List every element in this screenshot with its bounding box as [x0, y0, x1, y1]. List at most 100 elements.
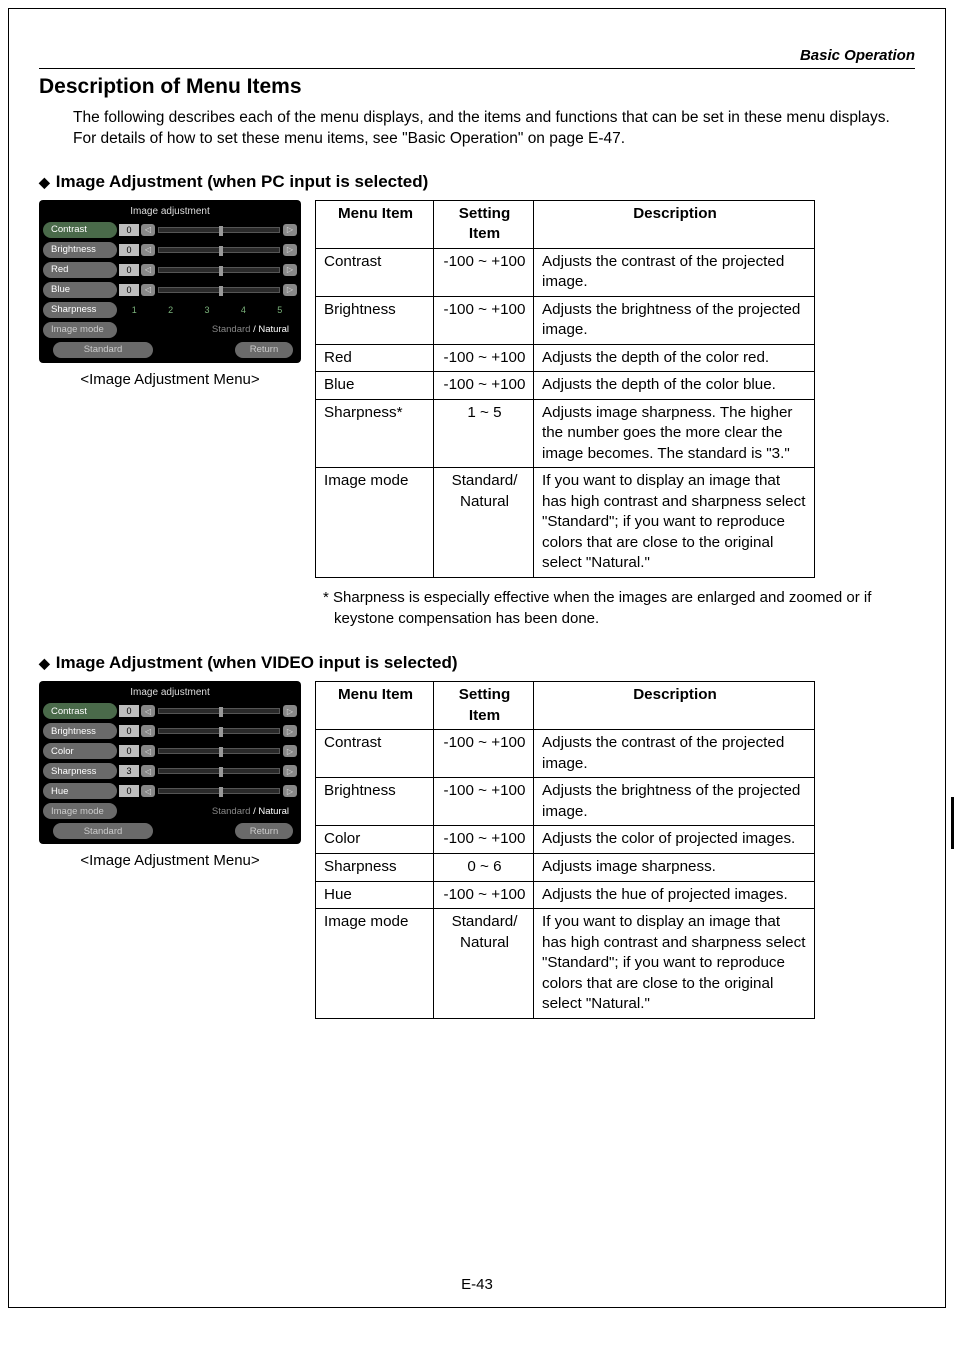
cell-item: Contrast — [316, 730, 434, 778]
table-row: Hue-100 ~ +100Adjusts the hue of project… — [316, 881, 815, 909]
osd-row-value: 0 — [119, 705, 139, 717]
slider-track — [158, 748, 280, 754]
arrow-left-icon: ◁ — [141, 765, 155, 777]
cell-description: Adjusts the brightness of the projected … — [534, 778, 815, 826]
slider-track — [158, 728, 280, 734]
arrow-right-icon: ▷ — [283, 264, 297, 276]
arrow-right-icon: ▷ — [283, 705, 297, 717]
osd-slider-row: Sharpness3◁▷ — [43, 762, 297, 780]
osd-bottom-row: StandardReturn — [43, 822, 297, 840]
osd-row-label: Color — [43, 743, 117, 759]
cell-description: Adjusts the depth of the color red. — [534, 344, 815, 372]
osd-return-pill: Return — [235, 342, 293, 358]
cell-setting: -100 ~ +100 — [434, 248, 534, 296]
osd-mode-row: Image modeStandard / Natural — [43, 321, 297, 339]
osd-row-label: Blue — [43, 282, 117, 298]
slider-track — [158, 287, 280, 293]
osd-row-label: Hue — [43, 783, 117, 799]
osd-row-value: 0 — [119, 725, 139, 737]
table-header: Description — [534, 200, 815, 248]
osd-slider-row: Color0◁▷ — [43, 742, 297, 760]
slider-track — [158, 227, 280, 233]
osd-row-label: Image mode — [43, 322, 117, 338]
cell-item: Contrast — [316, 248, 434, 296]
sharpness-steps: 12345 — [123, 303, 291, 317]
table-row: Brightness-100 ~ +100Adjusts the brightn… — [316, 296, 815, 344]
osd-row-value: 0 — [119, 224, 139, 236]
video-osd-panel: Image adjustmentContrast0◁▷Brightness0◁▷… — [39, 681, 301, 844]
cell-item: Red — [316, 344, 434, 372]
pc-footnote: * Sharpness is especially effective when… — [323, 588, 915, 629]
table-row: Color-100 ~ +100Adjusts the color of pro… — [316, 826, 815, 854]
arrow-right-icon: ▷ — [283, 284, 297, 296]
slider-track — [158, 708, 280, 714]
osd-slider-row: Brightness0◁▷ — [43, 241, 297, 259]
osd-slider-row: Brightness0◁▷ — [43, 722, 297, 740]
table-row: Sharpness*1 ~ 5Adjusts image sharpness. … — [316, 399, 815, 468]
pc-table: Menu ItemSetting ItemDescriptionContrast… — [315, 200, 815, 578]
osd-slider-row: Contrast0◁▷ — [43, 221, 297, 239]
cell-item: Image mode — [316, 909, 434, 1019]
osd-slider-row: Hue0◁▷ — [43, 782, 297, 800]
cell-setting: Standard/ Natural — [434, 909, 534, 1019]
arrow-left-icon: ◁ — [141, 284, 155, 296]
table-header: Setting Item — [434, 200, 534, 248]
slider-track — [158, 247, 280, 253]
slider-track — [158, 267, 280, 273]
osd-title: Image adjustment — [43, 685, 297, 702]
cell-item: Sharpness* — [316, 399, 434, 468]
osd-row-label: Red — [43, 262, 117, 278]
table-row: Image modeStandard/ NaturalIf you want t… — [316, 909, 815, 1019]
cell-description: Adjusts the color of projected images. — [534, 826, 815, 854]
pc-osd-panel: Image adjustmentContrast0◁▷Brightness0◁▷… — [39, 200, 301, 363]
video-heading-text: Image Adjustment (when VIDEO input is se… — [56, 653, 458, 673]
cell-item: Sharpness — [316, 853, 434, 881]
arrow-left-icon: ◁ — [141, 224, 155, 236]
cell-item: Brightness — [316, 778, 434, 826]
cell-item: Blue — [316, 372, 434, 400]
cell-setting: 1 ~ 5 — [434, 399, 534, 468]
osd-row-label: Sharpness — [43, 763, 117, 779]
osd-row-label: Brightness — [43, 242, 117, 258]
cell-description: If you want to display an image that has… — [534, 468, 815, 578]
table-row: Sharpness0 ~ 6Adjusts image sharpness. — [316, 853, 815, 881]
header-rule — [39, 68, 915, 69]
table-row: Brightness-100 ~ +100Adjusts the brightn… — [316, 778, 815, 826]
diamond-icon: ◆ — [39, 175, 50, 189]
table-header: Description — [534, 682, 815, 730]
cell-item: Image mode — [316, 468, 434, 578]
cell-item: Brightness — [316, 296, 434, 344]
cell-description: Adjusts the depth of the color blue. — [534, 372, 815, 400]
cell-description: If you want to display an image that has… — [534, 909, 815, 1019]
osd-mode-value: Standard / Natural — [117, 324, 297, 335]
page-title: Description of Menu Items — [39, 75, 915, 99]
arrow-left-icon: ◁ — [141, 745, 155, 757]
header-label: Basic Operation — [39, 47, 915, 64]
pc-osd-caption: <Image Adjustment Menu> — [39, 371, 301, 388]
osd-row-label: Sharpness — [43, 302, 117, 318]
table-row: Red-100 ~ +100Adjusts the depth of the c… — [316, 344, 815, 372]
cell-item: Color — [316, 826, 434, 854]
cell-setting: -100 ~ +100 — [434, 730, 534, 778]
osd-title: Image adjustment — [43, 204, 297, 221]
table-row: Image modeStandard/ NaturalIf you want t… — [316, 468, 815, 578]
cell-description: Adjusts the hue of projected images. — [534, 881, 815, 909]
osd-standard-pill: Standard — [53, 823, 153, 839]
slider-track — [158, 768, 280, 774]
cell-description: Adjusts the brightness of the projected … — [534, 296, 815, 344]
table-row: Blue-100 ~ +100Adjusts the depth of the … — [316, 372, 815, 400]
osd-slider-row: Contrast0◁▷ — [43, 702, 297, 720]
cell-description: Adjusts the contrast of the projected im… — [534, 248, 815, 296]
osd-row-value: 0 — [119, 284, 139, 296]
osd-row-value: 3 — [119, 765, 139, 777]
cell-setting: -100 ~ +100 — [434, 778, 534, 826]
slider-track — [158, 788, 280, 794]
video-heading: ◆ Image Adjustment (when VIDEO input is … — [39, 653, 915, 673]
osd-row-label: Image mode — [43, 803, 117, 819]
osd-standard-pill: Standard — [53, 342, 153, 358]
table-header: Menu Item — [316, 682, 434, 730]
cell-setting: -100 ~ +100 — [434, 372, 534, 400]
osd-row-label: Brightness — [43, 723, 117, 739]
osd-slider-row: Red0◁▷ — [43, 261, 297, 279]
cell-description: Adjusts the contrast of the projected im… — [534, 730, 815, 778]
